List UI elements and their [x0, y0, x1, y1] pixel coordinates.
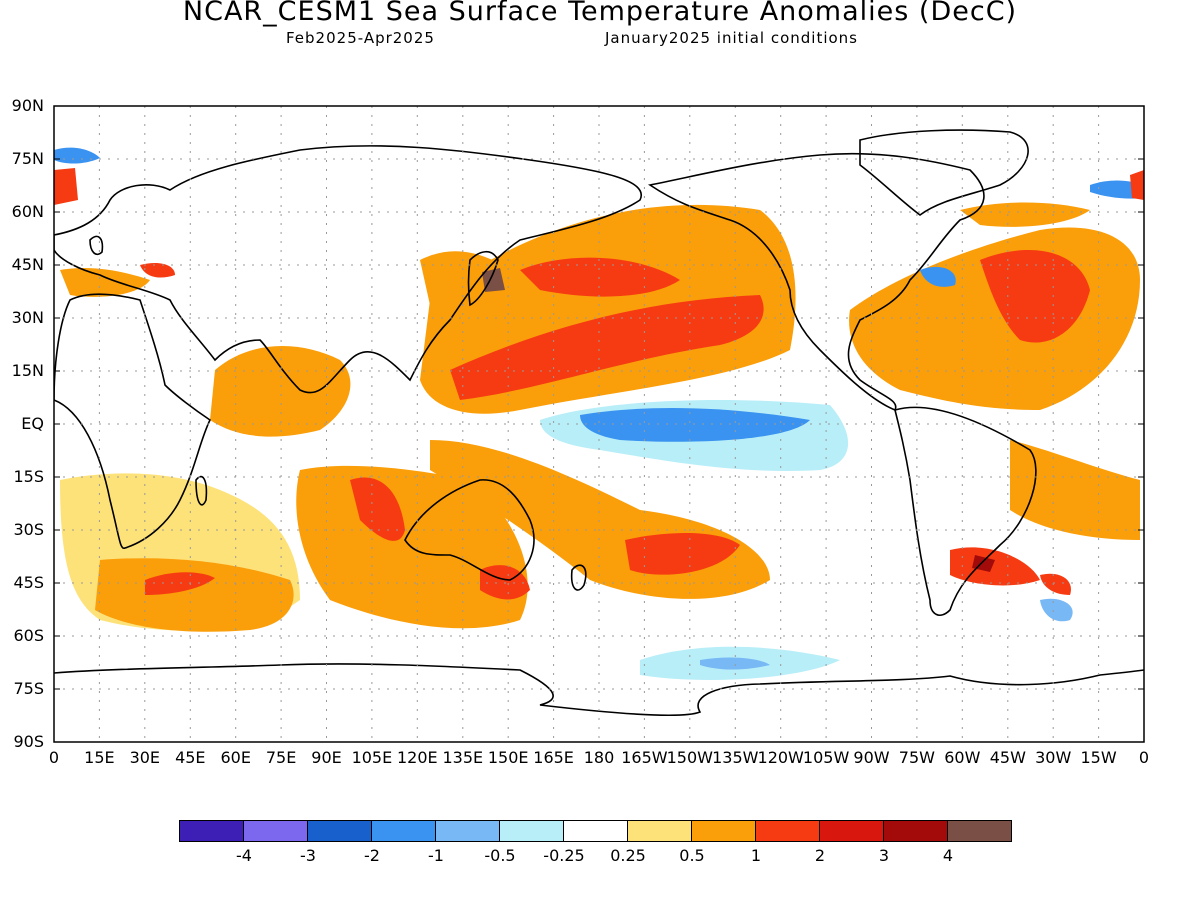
lat-label: 45S: [13, 573, 44, 592]
antarctica-outline: [54, 663, 1144, 717]
lat-label: 60N: [11, 202, 44, 221]
forecast-period: Feb2025-Apr2025: [286, 29, 435, 47]
lon-label: 180: [583, 748, 615, 767]
new-zealand-outline: [570, 564, 587, 591]
lon-label: 90W: [853, 748, 890, 767]
colorbar-swatch: [819, 820, 884, 842]
lon-label: 0: [1138, 748, 1150, 767]
colorbar-label: -2: [364, 846, 380, 865]
lon-label: 165W: [621, 748, 668, 767]
lon-label: 75W: [898, 748, 935, 767]
lon-label: 60E: [220, 748, 251, 767]
colorbar-swatch: [499, 820, 564, 842]
lat-label: 90S: [13, 732, 44, 751]
colorbar-swatch: [883, 820, 948, 842]
lat-label: 45N: [11, 255, 44, 274]
colorbar-swatch: [243, 820, 308, 842]
greenland-outline: [859, 129, 1029, 216]
colorbar-label: 2: [814, 846, 826, 865]
lat-label: 30N: [11, 308, 44, 327]
lon-label: 15E: [84, 748, 115, 767]
coastlines: [54, 129, 1144, 717]
colorbar-swatch: [691, 820, 756, 842]
map-title: NCAR_CESM1 Sea Surface Temperature Anoma…: [182, 0, 1018, 27]
lon-label: 60W: [944, 748, 981, 767]
colorbar-swatch: [627, 820, 692, 842]
lat-label: 75N: [11, 149, 44, 168]
madagascar-outline: [195, 475, 208, 506]
colorbar-label: 1: [750, 846, 762, 865]
lat-label: 30S: [13, 520, 44, 539]
lat-label: 15N: [11, 361, 44, 380]
colorbar-label: 0.5: [679, 846, 705, 865]
lon-label: 165E: [533, 748, 574, 767]
colorbar-label: 0.25: [610, 846, 646, 865]
lon-label: 30E: [129, 748, 161, 767]
lon-label: 105W: [802, 748, 850, 767]
colorbar-label: -0.5: [484, 846, 516, 865]
australia-outline: [404, 479, 535, 581]
lon-label: 90E: [311, 748, 342, 767]
colorbar-label: -3: [300, 846, 316, 865]
africa-outline: [54, 293, 212, 549]
lon-label: 150W: [666, 748, 713, 767]
colorbar-label: 4: [942, 846, 954, 865]
lat-label: 75S: [13, 679, 44, 698]
colorbar-swatch: [307, 820, 372, 842]
graticule: [54, 106, 1144, 742]
colorbar-swatch: [179, 820, 244, 842]
colorbar-swatch: [563, 820, 628, 842]
lon-label: 0: [48, 748, 60, 767]
lat-label: 60S: [13, 626, 44, 645]
lon-label: 120E: [396, 748, 438, 767]
lat-label: EQ: [21, 414, 44, 433]
colorbar-label: -1: [428, 846, 444, 865]
axis-ticks: [54, 158, 1144, 690]
lat-label: 15S: [13, 467, 44, 486]
lon-label: 120W: [757, 748, 804, 767]
colorbar-swatch: [371, 820, 436, 842]
lon-label: 45E: [175, 748, 206, 767]
lon-label: 45W: [989, 748, 1026, 767]
lon-label: 75E: [265, 748, 297, 767]
uk-outline: [89, 235, 104, 256]
initial-conditions: January2025 initial conditions: [605, 29, 858, 47]
colorbar-label: 3: [878, 846, 890, 865]
colorbar-swatch: [755, 820, 820, 842]
lon-label: 30W: [1035, 748, 1072, 767]
colorbar-label: -0.25: [543, 846, 585, 865]
south-america-outline: [894, 406, 1037, 616]
north-america-outline: [647, 152, 985, 412]
colorbar-swatch: [435, 820, 500, 842]
lat-label: 90N: [11, 96, 44, 115]
lon-label: 135E: [442, 748, 484, 767]
colorbar-swatch: [947, 820, 1012, 842]
eurasia-outline: [54, 145, 643, 394]
lon-label: 105E: [351, 748, 393, 767]
lon-label: 150E: [487, 748, 529, 767]
lon-label: 15W: [1080, 748, 1117, 767]
colorbar-label: -4: [236, 846, 252, 865]
lon-label: 135W: [712, 748, 759, 767]
japan-outline: [467, 250, 499, 307]
